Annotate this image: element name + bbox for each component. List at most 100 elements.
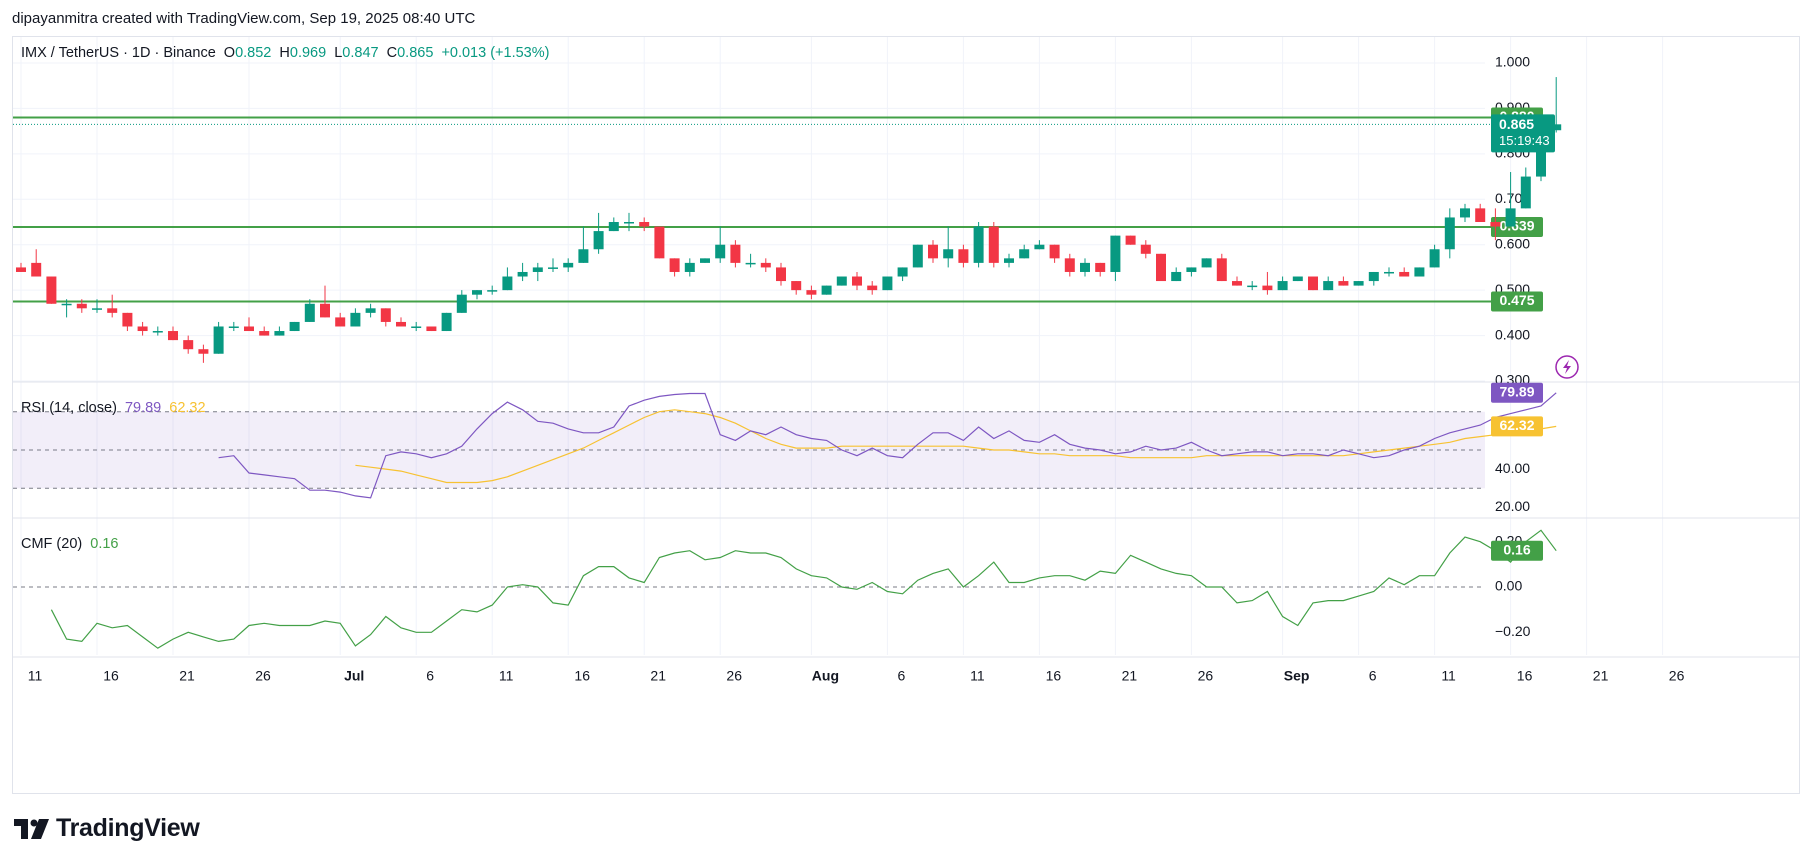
candle-body [1216, 258, 1227, 282]
candle-body [92, 308, 102, 310]
candle-body [441, 312, 452, 332]
time-axis-tick: 16 [1046, 668, 1062, 684]
candle-body [1338, 281, 1349, 286]
rsi-line [218, 392, 1557, 499]
time-axis-tick: Aug [812, 668, 839, 684]
candle-body [244, 326, 254, 332]
candle-body [715, 244, 726, 259]
time-axis-tick: 21 [650, 668, 666, 684]
candle-body [1323, 281, 1334, 291]
candle-body [61, 303, 72, 306]
low-value: 0.847 [342, 45, 379, 61]
candle-body [1080, 262, 1090, 272]
cmf-line [50, 529, 1557, 649]
candle-body [1460, 208, 1470, 218]
candle-body [1049, 244, 1060, 259]
high-label: H [279, 45, 290, 61]
candle-body [897, 267, 908, 277]
price-legend: IMX / TetherUS · 1D · Binance O0.852 H0.… [21, 45, 553, 61]
candle-body [1490, 222, 1501, 227]
candle-body [912, 244, 923, 268]
level-badge [1491, 216, 1543, 237]
candle-body [700, 258, 710, 263]
cmf-name[interactable]: CMF (20) [21, 536, 83, 552]
candle-body [228, 326, 239, 328]
rsi-value-badge-label: 79.89 [1499, 383, 1534, 399]
candle-body [289, 321, 300, 332]
rsi-axis-tick: 20.00 [1495, 498, 1530, 514]
candle-body [46, 276, 57, 304]
candle-body [487, 290, 498, 292]
candle-body [958, 249, 969, 263]
symbol-label[interactable]: IMX / TetherUS · 1D · Binance [21, 45, 216, 61]
candle-body [1247, 285, 1258, 288]
time-axis-tick: 26 [255, 668, 271, 684]
candle-body [304, 303, 315, 322]
chart-frame[interactable]: 1.000 0.900 0.800 0.700 0.600 0.500 0.400 0.300… [12, 36, 1800, 794]
candle-body [259, 331, 270, 336]
candle-body [867, 285, 878, 291]
candle-body [928, 244, 938, 259]
candle-body [1064, 258, 1075, 272]
candle-body [776, 267, 786, 282]
time-axis-tick: Sep [1284, 668, 1310, 684]
time-axis-tick: 11 [970, 668, 985, 684]
candle-body [791, 281, 802, 291]
candle-body [213, 326, 224, 354]
current-price-label: 0.865 [1499, 116, 1534, 132]
candle-body [1019, 249, 1030, 259]
time-axis-tick: 21 [179, 668, 195, 684]
time-axis-tick: 11 [1441, 668, 1456, 684]
candle-body [76, 303, 87, 309]
close-value: 0.865 [397, 45, 434, 61]
candle-body [168, 331, 178, 341]
candle-body [1368, 271, 1379, 282]
candle-body [107, 308, 118, 313]
candle-body [472, 290, 482, 295]
chart-canvas[interactable]: 1.0000.9000.8000.7000.6000.5000.4000.300… [13, 37, 1799, 793]
candle-body [1186, 267, 1197, 272]
candle-body [16, 267, 26, 272]
time-axis-tick: 26 [1198, 668, 1214, 684]
candle-body [806, 290, 817, 295]
candle-body [608, 222, 619, 232]
candle-body [563, 262, 574, 268]
candle-body [852, 276, 862, 286]
open-value: 0.852 [235, 45, 272, 61]
time-axis-tick: 11 [499, 668, 514, 684]
time-axis-tick: 21 [1593, 668, 1609, 684]
time-axis-tick: 21 [1122, 668, 1138, 684]
candle-body [593, 231, 604, 250]
candle-body [730, 244, 741, 263]
candle-body [411, 326, 422, 328]
candle-body [1125, 235, 1136, 245]
time-axis-tick: 16 [574, 668, 590, 684]
candle-body [1308, 276, 1318, 291]
rsi-name[interactable]: RSI (14, close) [21, 400, 117, 416]
candle-body [1262, 285, 1273, 291]
candle-body [380, 308, 391, 322]
time-axis-tick: 6 [1369, 668, 1377, 684]
tradingview-logo[interactable]: TradingView [14, 814, 200, 843]
rsi-ma-badge [1491, 416, 1543, 437]
cmf-value-badge [1491, 540, 1543, 561]
level-badge-label: 0.639 [1499, 218, 1534, 234]
level-badge-label: 0.475 [1499, 292, 1534, 308]
candle-body [350, 312, 361, 327]
candle-body [745, 262, 756, 265]
rsi-legend: RSI (14, close) 79.89 62.32 [21, 400, 210, 416]
candle-body [1156, 253, 1166, 282]
rsi-ma-badge-label: 62.32 [1499, 417, 1534, 433]
tradingview-wordmark: TradingView [56, 814, 200, 842]
candle-body [1384, 271, 1394, 274]
candle-body [669, 258, 680, 272]
candle-body [836, 276, 847, 286]
rsi-axis-tick: 40.00 [1495, 460, 1530, 476]
candle-body [1505, 208, 1516, 227]
candle-body [1551, 124, 1562, 131]
rsi-value-badge [1491, 382, 1543, 403]
candle-body [274, 331, 285, 336]
candle-body [1475, 208, 1486, 222]
candle-body [578, 249, 589, 263]
candle-body [654, 226, 665, 259]
